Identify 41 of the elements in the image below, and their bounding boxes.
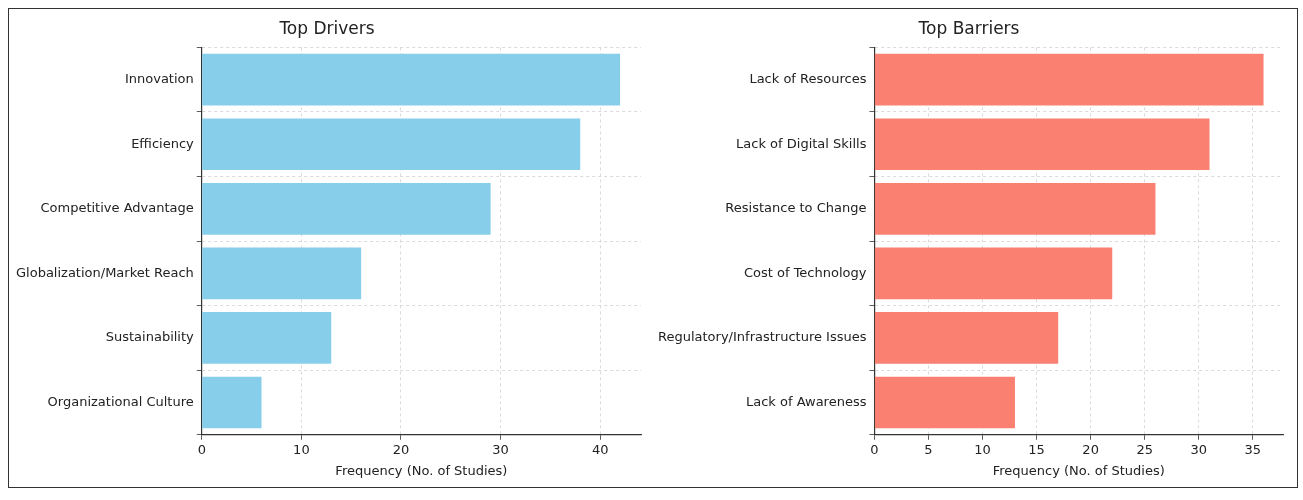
x-tick-label: 0 bbox=[197, 441, 206, 457]
x-tick-label: 10 bbox=[974, 441, 991, 457]
y-tick-label: Sustainability bbox=[105, 329, 195, 345]
x-tick-label: 20 bbox=[1082, 441, 1099, 457]
bar bbox=[202, 118, 581, 171]
x-tick-label: 35 bbox=[1244, 441, 1262, 457]
bar bbox=[202, 247, 362, 300]
x-tick-label: 25 bbox=[1136, 441, 1153, 457]
y-tick-label: Lack of Digital Skills bbox=[736, 135, 867, 151]
bar bbox=[874, 53, 1264, 106]
y-tick-label: Organizational Culture bbox=[47, 393, 194, 409]
x-tick-label: 40 bbox=[591, 441, 609, 457]
bar bbox=[202, 53, 621, 106]
y-tick-label: Lack of Resources bbox=[749, 71, 867, 87]
y-tick-label: Resistance to Change bbox=[725, 200, 867, 216]
bar bbox=[874, 247, 1113, 300]
bar bbox=[874, 182, 1156, 235]
bar bbox=[202, 312, 332, 364]
y-tick-label: Regulatory/Infrastructure Issues bbox=[657, 329, 867, 345]
chart-title: Top Barriers bbox=[917, 17, 1020, 38]
x-tick-label: 0 bbox=[870, 441, 879, 457]
y-tick-label: Globalization/Market Reach bbox=[15, 264, 194, 280]
bar bbox=[874, 118, 1210, 171]
y-tick-label: Innovation bbox=[124, 71, 194, 87]
y-tick-label: Efficiency bbox=[131, 135, 195, 151]
chart-title: Top Drivers bbox=[278, 17, 375, 38]
x-tick-label: 20 bbox=[392, 441, 410, 457]
x-tick-label: 15 bbox=[1028, 441, 1045, 457]
x-axis-title: Frequency (No. of Studies) bbox=[335, 462, 508, 478]
x-axis-title: Frequency (No. of Studies) bbox=[992, 462, 1165, 478]
y-tick-label: Lack of Awareness bbox=[745, 393, 867, 409]
y-tick-label: Competitive Advantage bbox=[40, 200, 194, 216]
bar bbox=[202, 182, 491, 235]
x-tick-label: 30 bbox=[1190, 441, 1207, 457]
bar bbox=[874, 376, 1015, 429]
x-tick-label: 10 bbox=[293, 441, 310, 457]
x-tick-label: 5 bbox=[924, 441, 933, 457]
y-tick-label: Cost of Technology bbox=[743, 264, 867, 280]
x-tick-label: 30 bbox=[492, 441, 509, 457]
bar bbox=[202, 376, 262, 429]
bar bbox=[874, 312, 1059, 364]
